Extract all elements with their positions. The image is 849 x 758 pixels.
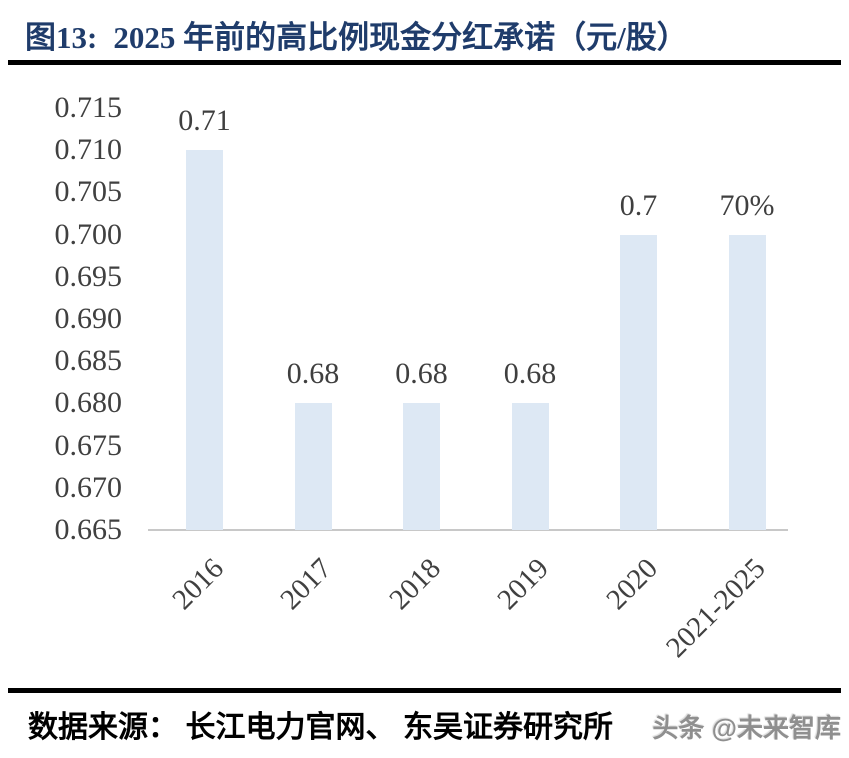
bar-value-label: 0.68 — [286, 357, 340, 391]
bar-2018 — [403, 403, 440, 530]
y-axis-tick-label: 0.715 — [54, 91, 123, 124]
figure-title-text: 2025 年前的高比例现金分红承诺（元/股） — [113, 20, 688, 55]
y-axis-tick-label: 0.705 — [54, 175, 123, 209]
y-axis-tick-label: 0.680 — [54, 386, 123, 420]
y-axis-tick-label: 0.710 — [54, 133, 123, 167]
bar-value-label: 0.7 — [619, 188, 658, 222]
x-axis-category-label: 2017 — [274, 552, 338, 616]
x-axis-line — [148, 529, 788, 531]
bottom-divider — [8, 688, 841, 693]
x-axis-category-label: 2016 — [165, 552, 230, 616]
y-axis-tick-label: 0.695 — [54, 259, 123, 293]
x-axis-category-label: 2019 — [491, 552, 555, 616]
bar-value-label: 0.68 — [395, 357, 448, 391]
bar-value-label: 0.71 — [178, 104, 231, 138]
bar-2019 — [511, 403, 549, 530]
figure-title: 图13: 2025 年前的高比例现金分红承诺（元/股） — [25, 12, 825, 57]
watermark-text: 头条 @未来智库 — [652, 713, 841, 743]
top-divider — [8, 60, 841, 65]
x-axis-category-label: 2021-2025 — [660, 552, 772, 664]
y-axis-tick-label: 0.685 — [54, 344, 123, 378]
y-axis-tick-label: 0.675 — [54, 428, 123, 462]
bar-2016 — [186, 150, 223, 530]
bar-value-label: 0.68 — [503, 357, 557, 391]
y-axis-tick-label: 0.665 — [54, 513, 123, 546]
y-axis-tick-label: 0.690 — [54, 302, 123, 335]
y-axis-tick-label: 0.670 — [54, 470, 123, 504]
dividend-bar-chart: 0.715 0.710 0.705 0.700 0.695 0.690 0.685 0.680… — [54, 91, 788, 664]
x-axis-category-label: 2018 — [382, 552, 447, 616]
figure-number-label: 图13: — [25, 20, 98, 55]
bar-2017 — [294, 403, 332, 530]
bar-value-label: 70% — [719, 188, 775, 222]
bar-2021-2025 — [728, 234, 766, 530]
data-source-text: 数据来源： 长江电力官网、 东吴证券研究所 — [28, 711, 613, 744]
bar-2020 — [620, 234, 657, 530]
y-axis-tick-label: 0.700 — [54, 217, 123, 251]
x-axis-category-label: 2020 — [599, 552, 664, 616]
